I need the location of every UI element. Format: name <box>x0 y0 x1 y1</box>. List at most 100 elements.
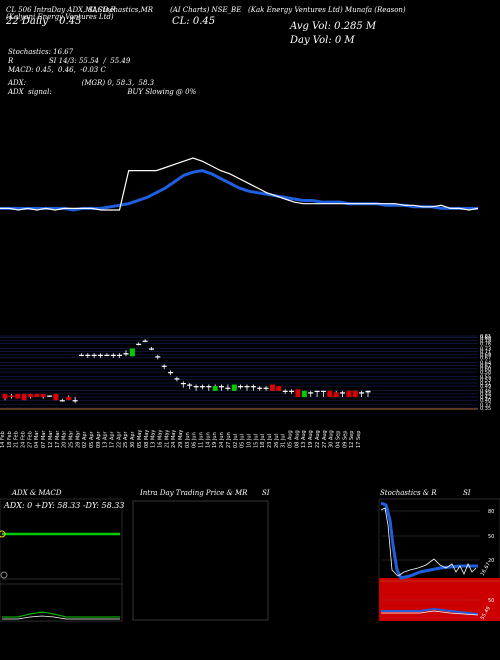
x-tick-label: 25 Mar <box>69 430 75 448</box>
main-chart-area: 0.810.800.780.760.730.710.690.670.640.62… <box>0 157 491 448</box>
x-tick-label: 07 Mar <box>41 430 47 448</box>
candle-body <box>327 390 333 398</box>
header-c2: SI,Stochastics,MR <box>88 6 154 14</box>
y-tick-label: 0.73 <box>480 346 491 352</box>
y-tick-label: 0.53 <box>480 378 491 384</box>
y-tick-label: 0.78 <box>480 339 491 345</box>
x-tick-label: 02 Jul <box>233 434 239 448</box>
y-tick-label: 0.49 <box>480 384 491 390</box>
x-tick-label: 24 May <box>171 430 177 448</box>
candle-body <box>199 386 205 388</box>
y-tick-label: 0.69 <box>480 353 491 359</box>
candle-body <box>78 354 84 356</box>
candle-body <box>168 372 174 374</box>
candle-body <box>289 390 295 392</box>
header-title: CL 506 IntraDay ADX,MACD,R <box>6 6 116 14</box>
rsi-avg-line <box>381 607 479 615</box>
candle-body <box>212 386 218 391</box>
ai-charts-label: (AI Charts) <box>170 6 210 14</box>
adx-readout: ADX: (MGR) 0, 58.3, 58.3 <box>8 79 155 87</box>
x-tick-label: 03 Jun <box>185 432 191 448</box>
candle-body <box>15 393 21 399</box>
candle-body <box>161 365 167 367</box>
x-tick-label: 31 Jul <box>281 434 287 448</box>
stoch-tick-label: 80 <box>488 509 494 515</box>
x-tick-label: 14 Jun <box>205 432 211 448</box>
header-c1b: (Kalyani Energy Ventures Ltd) <box>6 13 114 21</box>
y-tick-label: 0.40 <box>480 398 491 404</box>
candle-body <box>47 395 53 397</box>
y-tick-label: 0.60 <box>480 367 491 373</box>
stochastics-readout: Stochastics: 16.67 <box>8 48 74 56</box>
y-tick-label: 0.80 <box>480 335 491 341</box>
day-volume: Day Vol: 0 M <box>290 35 355 46</box>
stoch-panel-frame <box>378 498 500 580</box>
y-tick-label: 0.37 <box>480 403 491 409</box>
macd-panel-frame <box>0 583 123 622</box>
candle-body <box>225 387 231 389</box>
candle-body <box>206 386 212 388</box>
price-bar-chart: 0.810.800.780.760.730.710.690.670.640.62… <box>0 334 491 412</box>
adx-signal-readout: ADX signal: BUY Slowing @ 0% <box>8 88 197 96</box>
intraday-panel-title: Intra Day Trading Price & MR <box>139 489 248 497</box>
candle-body <box>365 390 371 393</box>
candle-body <box>117 354 123 356</box>
candle-body <box>98 354 103 356</box>
header-sub: (Kalyani Energy Ventures Ltd) <box>6 13 114 21</box>
candle-body <box>219 386 224 388</box>
candle-body <box>85 354 91 356</box>
x-tick-label: 18 Feb <box>7 431 13 448</box>
x-tick-label: 21 May <box>164 430 170 448</box>
x-tick-label: 11 Jun <box>199 432 205 448</box>
macd-readout: MACD: 0.45, 0.46, -0.03 C <box>8 66 106 74</box>
close-label: CL: 0.45 <box>172 16 216 27</box>
candle-body <box>333 392 339 397</box>
x-tick-label: 05 Aug <box>288 430 294 448</box>
candle-body <box>193 386 199 388</box>
x-tick-label: 18 Jul <box>260 434 266 448</box>
macd-line <box>2 611 120 618</box>
rsi-panel-fill <box>379 578 500 621</box>
macd-signal-line <box>2 615 120 620</box>
x-tick-label: 12 Mar <box>48 430 54 448</box>
x-tick-label: 09 Sep <box>342 431 348 448</box>
exchange-label: NSE_BE <box>211 6 242 14</box>
candle-body <box>28 393 33 397</box>
rsi-line <box>381 610 479 616</box>
candle-body <box>40 393 46 397</box>
adx-panel-title: ADX & MACD <box>11 489 62 497</box>
candle-body <box>123 353 129 355</box>
x-tick-label: 17 Mar <box>55 430 61 448</box>
candle-body <box>91 354 97 356</box>
y-tick-label: 0.55 <box>480 375 491 381</box>
x-tick-label: 02 Apr <box>82 430 88 448</box>
x-tick-label: 05 Jul <box>240 434 246 448</box>
x-tick-label: 08 Aug <box>294 430 300 448</box>
rsi-readout: R SI 14/3: 55.54 / 55.49 <box>8 57 131 65</box>
candle-body <box>21 393 27 401</box>
y-tick-label: 0.71 <box>480 350 491 356</box>
y-tick-label: 0.76 <box>480 342 491 348</box>
x-tick-label: 12 Sep <box>349 431 355 448</box>
y-tick-label: 0.42 <box>480 395 491 401</box>
x-tick-label: 05 Apr <box>89 430 95 448</box>
candle-body <box>187 384 193 386</box>
y-tick-label: 0.62 <box>480 364 491 370</box>
x-tick-label: 14 Feb <box>0 431 6 448</box>
candle-body <box>276 386 282 391</box>
candle-body <box>359 392 365 394</box>
candle-body <box>149 348 154 350</box>
x-tick-label: 19 Aug <box>308 430 314 448</box>
candle-body <box>155 356 161 358</box>
candle-body <box>231 384 237 391</box>
stoch-panel-si: SI <box>463 489 471 497</box>
x-tick-label: 10 Jul <box>247 434 253 448</box>
x-tick-label: 05 May <box>137 430 143 448</box>
x-axis: 14 Feb 18 Feb 21 Feb 24 Feb 27 Feb 04 Mar 07 M… <box>0 430 362 448</box>
x-tick-label: 27 Jun <box>226 432 232 448</box>
x-tick-label: 29 May <box>178 430 184 448</box>
price-line-chart <box>0 157 479 212</box>
price-line <box>0 157 479 211</box>
x-tick-label: 24 Jun <box>219 432 225 448</box>
